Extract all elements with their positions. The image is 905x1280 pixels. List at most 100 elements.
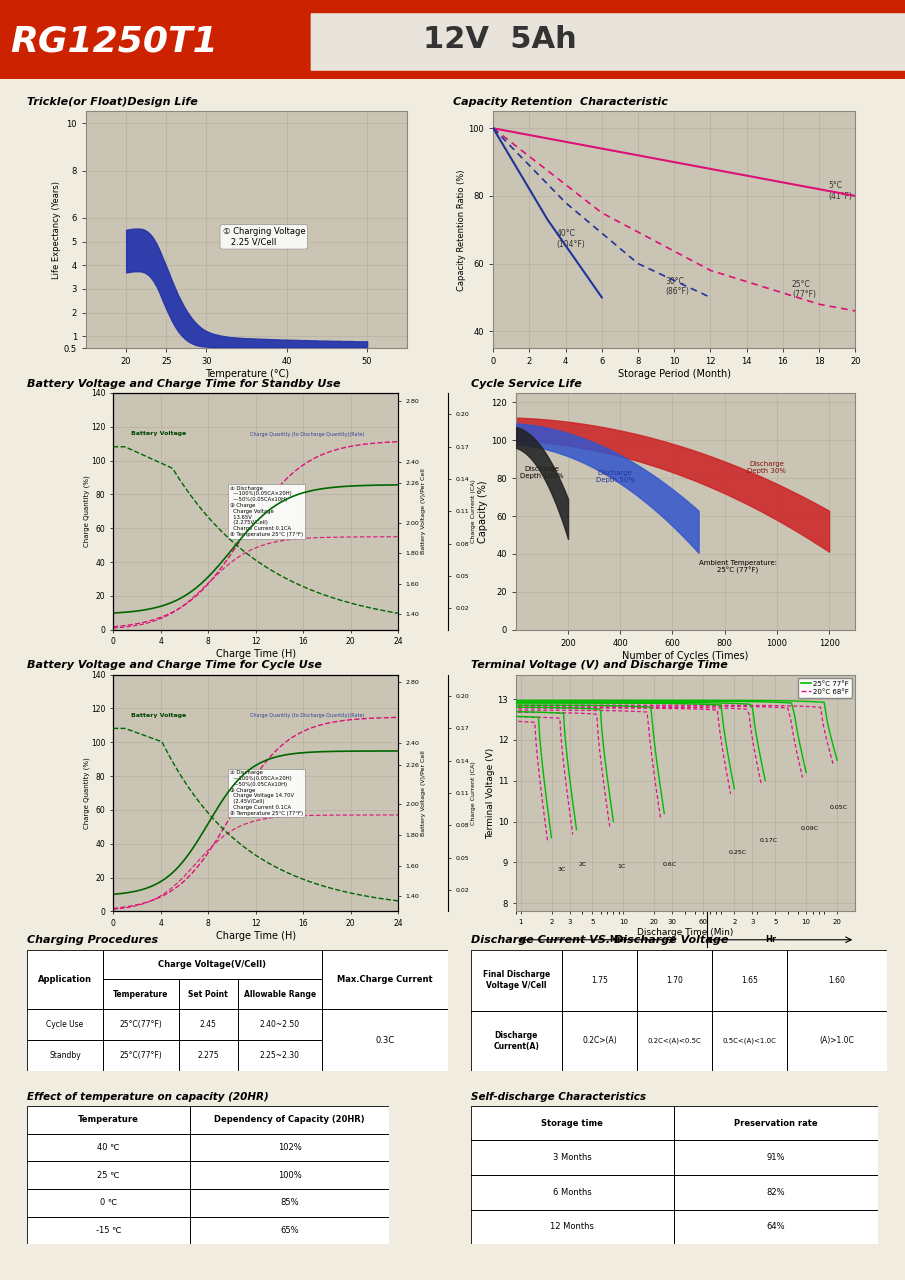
Text: 2.45: 2.45 — [200, 1020, 216, 1029]
Polygon shape — [471, 1210, 674, 1244]
Polygon shape — [637, 1011, 712, 1071]
Polygon shape — [562, 950, 637, 1011]
Polygon shape — [674, 1175, 878, 1210]
Text: Final Discharge
Voltage V/Cell: Final Discharge Voltage V/Cell — [482, 970, 550, 989]
Legend: 25°C 77°F, 20°C 68°F: 25°C 77°F, 20°C 68°F — [798, 678, 852, 698]
Polygon shape — [562, 1011, 637, 1071]
Polygon shape — [190, 1161, 389, 1189]
Text: Discharge
Depth 50%: Discharge Depth 50% — [595, 470, 634, 483]
Text: 30°C
(86°F): 30°C (86°F) — [665, 276, 689, 296]
Text: 0.6C: 0.6C — [662, 863, 676, 868]
Polygon shape — [270, 12, 310, 72]
Polygon shape — [27, 950, 103, 1009]
Text: Temperature: Temperature — [78, 1115, 139, 1124]
Text: 0.25C: 0.25C — [729, 850, 747, 855]
Text: 0.17C: 0.17C — [760, 838, 778, 844]
Polygon shape — [237, 1039, 322, 1071]
Polygon shape — [178, 1039, 237, 1071]
Text: Terminal Voltage (V) and Discharge Time: Terminal Voltage (V) and Discharge Time — [471, 660, 728, 671]
Y-axis label: Charge Quantity (%): Charge Quantity (%) — [83, 756, 90, 829]
Y-axis label: Battery Voltage (V)/Per Cell: Battery Voltage (V)/Per Cell — [421, 750, 426, 836]
Text: Discharge
Current(A): Discharge Current(A) — [493, 1032, 539, 1051]
Polygon shape — [27, 1216, 190, 1244]
Polygon shape — [787, 950, 887, 1011]
Text: 3 Months: 3 Months — [553, 1153, 592, 1162]
Polygon shape — [190, 1189, 389, 1216]
Text: Battery Voltage: Battery Voltage — [131, 713, 186, 718]
Polygon shape — [27, 1189, 190, 1216]
Y-axis label: Charge Quantity (%): Charge Quantity (%) — [83, 475, 90, 548]
Y-axis label: Life Expectancy (Years): Life Expectancy (Years) — [52, 180, 61, 279]
Text: 0 ℃: 0 ℃ — [100, 1198, 118, 1207]
Text: 40°C
(104°F): 40°C (104°F) — [557, 229, 586, 248]
Text: 2.25~2.30: 2.25~2.30 — [260, 1051, 300, 1060]
X-axis label: Number of Cycles (Times): Number of Cycles (Times) — [623, 650, 748, 660]
Text: 82%: 82% — [767, 1188, 786, 1197]
Text: Min: Min — [609, 934, 626, 945]
Y-axis label: Charge Current (CA): Charge Current (CA) — [471, 762, 476, 824]
Polygon shape — [27, 1009, 103, 1039]
X-axis label: Charge Time (H): Charge Time (H) — [215, 649, 296, 659]
Polygon shape — [674, 1106, 878, 1140]
Text: 40 ℃: 40 ℃ — [98, 1143, 119, 1152]
X-axis label: Storage Period (Month): Storage Period (Month) — [618, 369, 730, 379]
Polygon shape — [471, 950, 562, 1011]
Text: 100%: 100% — [278, 1170, 301, 1180]
Polygon shape — [0, 0, 905, 79]
Text: 25°C(77°F): 25°C(77°F) — [119, 1020, 162, 1029]
Text: Standby: Standby — [49, 1051, 81, 1060]
Polygon shape — [178, 979, 237, 1009]
Text: 0.3C: 0.3C — [376, 1036, 395, 1044]
Text: Ambient Temperature:
25°C (77°F): Ambient Temperature: 25°C (77°F) — [699, 561, 776, 575]
Text: 0.2C>(A): 0.2C>(A) — [582, 1037, 617, 1046]
Text: Temperature: Temperature — [113, 989, 168, 998]
Polygon shape — [27, 1039, 103, 1071]
Polygon shape — [103, 950, 322, 979]
Text: ② Discharge
  —100%(0.05CA×20H)
  —50%(0.05CAx10H)
③ Charge
  Charge Voltage
  1: ② Discharge —100%(0.05CA×20H) —50%(0.05C… — [230, 485, 303, 538]
Text: Charge Voltage(V/Cell): Charge Voltage(V/Cell) — [158, 960, 266, 969]
Text: Application: Application — [38, 975, 92, 984]
Text: 12 Months: 12 Months — [550, 1222, 595, 1231]
Text: 1.70: 1.70 — [666, 975, 683, 984]
Text: Dependency of Capacity (20HR): Dependency of Capacity (20HR) — [214, 1115, 365, 1124]
Y-axis label: Terminal Voltage (V): Terminal Voltage (V) — [486, 748, 495, 838]
Text: 5°C
(41°F): 5°C (41°F) — [828, 182, 852, 201]
Text: 0.05C: 0.05C — [830, 805, 848, 810]
Text: 0.5C<(A)<1.0C: 0.5C<(A)<1.0C — [722, 1038, 776, 1044]
Polygon shape — [27, 1161, 190, 1189]
Text: Charge Quantity (to Discharge Quantity)(Rate): Charge Quantity (to Discharge Quantity)(… — [250, 713, 365, 718]
Text: Preservation rate: Preservation rate — [734, 1119, 818, 1128]
Text: ① Charging Voltage
   2.25 V/Cell: ① Charging Voltage 2.25 V/Cell — [223, 227, 305, 247]
Polygon shape — [674, 1140, 878, 1175]
Polygon shape — [190, 1106, 389, 1134]
Text: Discharge Current VS. Discharge Voltage: Discharge Current VS. Discharge Voltage — [471, 936, 728, 946]
X-axis label: Temperature (°C): Temperature (°C) — [205, 369, 289, 379]
Text: Battery Voltage and Charge Time for Cycle Use: Battery Voltage and Charge Time for Cycl… — [27, 660, 322, 671]
Text: Capacity Retention  Characteristic: Capacity Retention Characteristic — [452, 97, 667, 108]
Polygon shape — [237, 1009, 322, 1039]
Text: Discharge
Depth 30%: Discharge Depth 30% — [747, 461, 786, 474]
Text: 1C: 1C — [617, 864, 625, 869]
Polygon shape — [471, 1106, 674, 1140]
X-axis label: Charge Time (H): Charge Time (H) — [215, 931, 296, 941]
Y-axis label: Capacity (%): Capacity (%) — [479, 480, 489, 543]
Text: 64%: 64% — [767, 1222, 786, 1231]
Text: 0.2C<(A)<0.5C: 0.2C<(A)<0.5C — [648, 1038, 701, 1044]
Y-axis label: Capacity Retention Ratio (%): Capacity Retention Ratio (%) — [457, 169, 466, 291]
Polygon shape — [322, 1009, 448, 1071]
Polygon shape — [471, 1140, 674, 1175]
Polygon shape — [27, 1106, 190, 1134]
Polygon shape — [674, 1210, 878, 1244]
Polygon shape — [712, 950, 787, 1011]
Text: 3C: 3C — [557, 867, 566, 872]
Text: RG1250T1: RG1250T1 — [10, 24, 218, 59]
Text: 1.75: 1.75 — [591, 975, 608, 984]
Text: Max.Charge Current: Max.Charge Current — [337, 975, 433, 984]
Text: ② Discharge
  —100%(0.05CA×20H)
  —50%(0.05CAx10H)
③ Charge
  Charge Voltage 14.: ② Discharge —100%(0.05CA×20H) —50%(0.05C… — [230, 771, 303, 815]
Polygon shape — [471, 1175, 674, 1210]
Polygon shape — [471, 1011, 562, 1071]
Polygon shape — [237, 979, 322, 1009]
Polygon shape — [0, 12, 310, 72]
Polygon shape — [27, 1134, 190, 1161]
Text: 2.275: 2.275 — [197, 1051, 219, 1060]
